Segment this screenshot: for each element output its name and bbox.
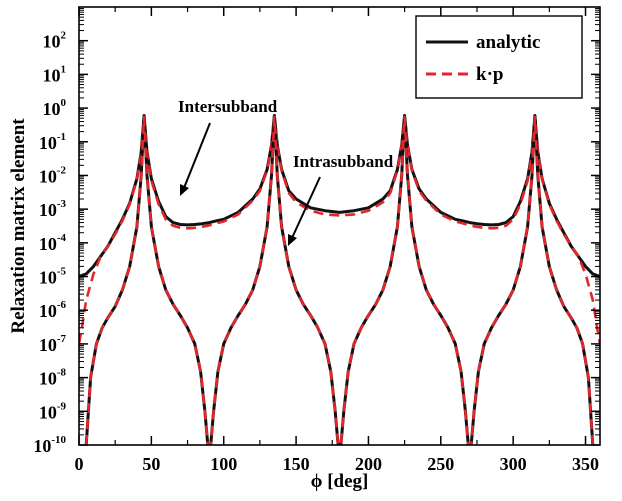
- y-tick-label: 10-10: [33, 434, 66, 456]
- y-tick-label: 10-9: [39, 400, 67, 422]
- y-tick-label: 10-3: [39, 198, 67, 220]
- x-tick-label: 50: [142, 454, 160, 474]
- legend: analytic k·p: [415, 15, 583, 99]
- x-tick-label: 250: [427, 454, 454, 474]
- plot-frame: [78, 6, 601, 446]
- annotation-intrasubband: Intrasubband: [293, 152, 394, 171]
- x-tick-label: 150: [283, 454, 310, 474]
- y-axis-title: Relaxation matrix element: [8, 118, 29, 334]
- axis-ticks: [78, 7, 600, 446]
- series-analytic-intrasubband: [84, 114, 595, 445]
- arrow-intersubband: [180, 122, 211, 196]
- y-tick-label: 10-1: [39, 131, 66, 153]
- legend-label-kp: k·p: [476, 64, 503, 85]
- x-tick-label: 0: [75, 454, 84, 474]
- y-tick-label: 10-7: [39, 333, 67, 355]
- y-tick-label: 10-8: [39, 367, 67, 389]
- y-tick-label: 10-5: [39, 266, 67, 288]
- legend-label-analytic: analytic: [476, 32, 540, 53]
- plot-curves: [79, 114, 600, 445]
- x-tick-label: 300: [500, 454, 527, 474]
- y-tick-label: 102: [43, 30, 67, 52]
- series-kp-intersubband: [79, 115, 600, 345]
- x-tick-labels: 0 50 100 150 200 250 300 350: [75, 454, 600, 474]
- y-tick-label: 10-6: [39, 299, 67, 321]
- y-tick-labels: 10-10 10-9 10-8 10-7 10-6 10-5 10-4 10-3 10-2 10-…: [33, 30, 66, 456]
- x-tick-label: 100: [210, 454, 237, 474]
- arrow-intrasubband: [288, 176, 321, 246]
- x-axis-title: ϕ [deg]: [311, 471, 369, 492]
- annotation-intersubband: Intersubband: [178, 97, 278, 116]
- y-tick-label: 100: [43, 97, 67, 119]
- y-tick-label: 10-4: [39, 232, 67, 254]
- y-tick-label: 101: [43, 63, 67, 85]
- x-tick-label: 350: [572, 454, 599, 474]
- x-tick-label: 200: [355, 454, 382, 474]
- y-tick-label: 10-2: [39, 164, 67, 186]
- legend-box: [415, 15, 583, 99]
